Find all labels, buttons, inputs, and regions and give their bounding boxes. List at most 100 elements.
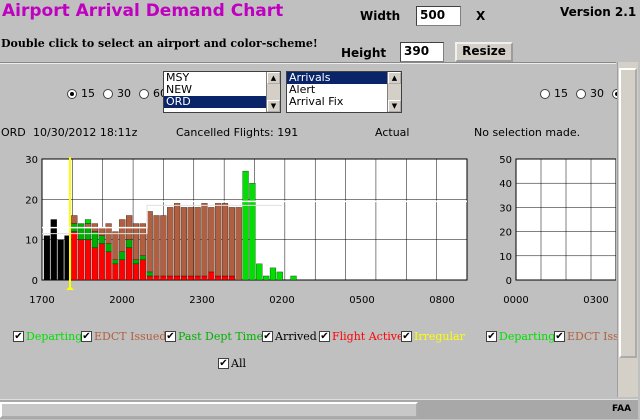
width-label: Width — [360, 9, 401, 23]
bar-flight_active — [208, 271, 215, 281]
bar-flight_active — [153, 275, 160, 281]
bar-past_dept — [78, 223, 85, 240]
bar-past_dept — [98, 235, 105, 244]
airport-list-scrollbar[interactable]: ▲ ▼ — [266, 72, 280, 112]
bar-edct — [71, 215, 78, 224]
bar-departing — [256, 263, 263, 281]
legend-label: EDCT Issued — [94, 330, 167, 343]
interval-label-15: 15 — [81, 87, 95, 100]
bar-flight_active — [126, 247, 133, 281]
scroll-down-icon[interactable]: ▼ — [388, 100, 401, 112]
width-input[interactable]: 500 — [416, 6, 461, 26]
x-tick-label: 1700 — [29, 295, 54, 305]
legend-irregular[interactable]: ✔ Irregular — [401, 330, 465, 343]
mode-label: Actual — [375, 126, 410, 139]
legend-edct-issued[interactable]: ✔ EDCT Issued — [81, 330, 166, 343]
x-tick-label: 0000 — [503, 295, 528, 305]
bar-past_dept — [119, 251, 126, 260]
x-label: X — [476, 9, 486, 23]
airport-item-ord[interactable]: ORD — [164, 96, 280, 108]
type-list[interactable]: Arrivals Alert Arrival Fix ▲ ▼ — [286, 71, 402, 113]
bar-edct — [194, 207, 201, 277]
bar-edct — [173, 203, 181, 277]
right-departing-checkbox[interactable]: ✔ — [486, 331, 497, 342]
right-interval-radio-30[interactable] — [576, 88, 586, 99]
resize-button[interactable]: Resize — [455, 42, 513, 62]
type-item-alert[interactable]: Alert — [289, 83, 316, 96]
bar-flight_active — [180, 275, 187, 281]
arrived-checkbox[interactable]: ✔ — [262, 331, 273, 342]
bar-flight_active — [160, 275, 167, 281]
capacity-line — [42, 204, 282, 235]
secondary-demand-chart: 0 10 20 30 40 50 0000 0300 — [499, 155, 616, 305]
airport-list[interactable]: MSY NEW ORD ▲ ▼ — [163, 71, 281, 113]
right-interval-radio-15[interactable] — [540, 88, 550, 99]
legend-arrived[interactable]: ✔ Arrived — [262, 330, 317, 343]
bar-flight_active — [167, 275, 174, 281]
airport-code: ORD — [1, 126, 26, 139]
bar-departing — [263, 275, 270, 281]
bar-departing — [242, 170, 249, 281]
edct-checkbox[interactable]: ✔ — [81, 331, 92, 342]
legend-flight-active[interactable]: ✔ Flight Active — [319, 330, 403, 343]
vertical-scroll-thumb[interactable] — [619, 68, 637, 358]
bar-past_dept — [112, 259, 119, 265]
right-legend-departing[interactable]: ✔ Departing — [486, 330, 555, 343]
bar-flight_active — [78, 239, 85, 281]
airport-item-msy[interactable]: MSY — [166, 71, 190, 84]
x-tick-label: 0800 — [429, 295, 454, 305]
legend-all[interactable]: ✔ All — [218, 357, 246, 370]
type-item-arrivals[interactable]: Arrivals — [287, 72, 401, 84]
all-checkbox[interactable]: ✔ — [218, 358, 229, 369]
bar-edct — [208, 207, 215, 273]
selection-status: No selection made. — [474, 126, 581, 139]
bar-edct — [146, 211, 153, 273]
type-list-scrollbar[interactable]: ▲ ▼ — [387, 72, 401, 112]
irregular-marker-arrow — [66, 286, 74, 290]
interval-radio-60[interactable] — [139, 88, 149, 99]
bar-departing — [290, 275, 297, 281]
y-tick-label: 30 — [499, 203, 512, 214]
legend-label: Departing — [499, 330, 556, 343]
legend-label: Past Dept Time — [178, 330, 264, 343]
interval-radio-group: 15 30 60 — [67, 87, 167, 100]
bar-flight_active — [228, 275, 235, 281]
bar-edct — [221, 203, 229, 277]
bar-edct — [160, 215, 167, 277]
vertical-scrollbar[interactable] — [617, 62, 638, 397]
app-title: Airport Arrival Demand Chart — [2, 1, 284, 21]
interval-radio-30[interactable] — [103, 88, 113, 99]
type-item-arrival-fix[interactable]: Arrival Fix — [289, 95, 344, 108]
scroll-up-icon[interactable]: ▲ — [267, 72, 280, 84]
bar-arrived — [50, 219, 57, 281]
faa-label: FAA — [612, 404, 632, 414]
height-label: Height — [341, 46, 387, 60]
bar-departing — [84, 219, 92, 224]
legend-departing[interactable]: ✔ Departing — [13, 330, 82, 343]
scroll-up-icon[interactable]: ▲ — [388, 72, 401, 84]
departing-checkbox[interactable]: ✔ — [13, 331, 24, 342]
bar-flight_active — [112, 263, 119, 281]
airport-item-new[interactable]: NEW — [166, 83, 193, 96]
scroll-down-icon[interactable]: ▼ — [267, 100, 280, 112]
horizontal-scrollbar[interactable] — [0, 399, 638, 419]
charts-svg[interactable]: 0 10 20 30 1700 2000 2300 0200 0500 0800 0 10 20 30 4… — [0, 150, 616, 305]
legend-past-dept-time[interactable]: ✔ Past Dept Time — [165, 330, 263, 343]
bar-flight_active — [187, 275, 194, 281]
right-edct-checkbox[interactable]: ✔ — [554, 331, 565, 342]
bar-flight_active — [98, 243, 105, 281]
bar-flight_active — [194, 275, 201, 281]
flight-active-checkbox[interactable]: ✔ — [319, 331, 330, 342]
horizontal-scroll-thumb[interactable] — [0, 402, 418, 418]
irregular-checkbox[interactable]: ✔ — [401, 331, 412, 342]
interval-label-30: 30 — [117, 87, 131, 100]
past-dept-checkbox[interactable]: ✔ — [165, 331, 176, 342]
bar-edct — [235, 207, 242, 281]
interval-radio-15[interactable] — [67, 88, 77, 99]
y-tick-label: 30 — [25, 155, 38, 166]
bar-flight_active — [139, 259, 146, 281]
right-legend-edct[interactable]: ✔ EDCT Issu — [554, 330, 626, 343]
y-tick-label: 0 — [32, 276, 38, 287]
x-tick-label: 0500 — [349, 295, 374, 305]
height-input[interactable]: 390 — [400, 42, 444, 62]
